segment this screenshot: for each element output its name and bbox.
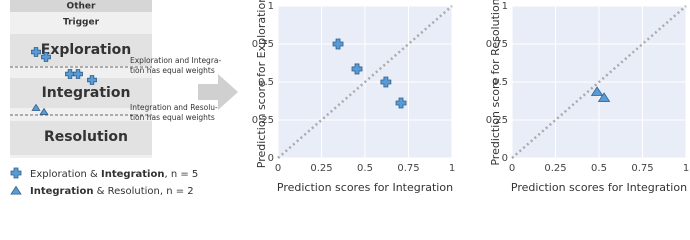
y-tick-label: 0.75 <box>252 39 274 50</box>
y-tick-label: 0.25 <box>252 115 274 126</box>
x-tick-label: 0.5 <box>357 163 373 174</box>
band-label: Exploration <box>41 42 131 58</box>
band-label: Resolution <box>44 129 128 145</box>
diagonal <box>511 5 687 159</box>
x-tick-label: 1 <box>449 163 455 174</box>
note: tion has equal weights <box>130 66 215 75</box>
x-axis-label: Prediction scores for Integration <box>511 181 687 194</box>
y-tick-label: 0 <box>502 153 508 164</box>
x-tick-label: 0.75 <box>397 163 419 174</box>
point <box>351 63 363 75</box>
y-tick-label: 0.5 <box>492 77 508 88</box>
y-tick-label: 1 <box>268 1 274 12</box>
band <box>10 0 152 12</box>
band-label: Integration <box>42 85 131 101</box>
icon <box>87 75 97 85</box>
point <box>590 86 604 96</box>
legend-text: & Resolution, n = 2 <box>93 186 193 197</box>
point <box>380 76 392 88</box>
x-tick-label: 0.5 <box>591 163 607 174</box>
x-tick-label: 0 <box>275 163 281 174</box>
y-tick-label: 0.75 <box>486 39 508 50</box>
y-tick-label: 0 <box>268 153 274 164</box>
diagonal <box>277 5 453 159</box>
x-axis-label: Prediction scores for Integration <box>277 181 453 194</box>
icon <box>65 69 75 79</box>
legend-text: Exploration <box>30 169 87 180</box>
legend-entry: Exploration & Integration, n = 5 <box>30 169 198 180</box>
arrow <box>198 74 238 110</box>
y-tick-label: 1 <box>502 1 508 12</box>
point <box>395 97 407 109</box>
band-label: Other <box>67 2 96 12</box>
legend-icon <box>10 167 22 179</box>
legend-entry: Integration & Resolution, n = 2 <box>30 186 194 197</box>
icon <box>73 69 83 79</box>
figure: Other Trigger Exploration Integration Re… <box>10 0 689 197</box>
legend-text: & <box>87 169 101 180</box>
icon <box>31 47 41 57</box>
y-axis-label: Prediction score for Exploration <box>255 0 268 168</box>
icons <box>10 47 97 195</box>
legend-text: Integration <box>30 186 93 197</box>
x-tick-label: 0 <box>509 163 515 174</box>
note: tion has equal weights <box>130 113 215 122</box>
x-tick-label: 0.25 <box>544 163 566 174</box>
x-tick-label: 1 <box>683 163 689 174</box>
note: Exploration and Integra- <box>130 56 221 65</box>
point <box>332 38 344 50</box>
x-tick-label: 0.75 <box>631 163 653 174</box>
icon <box>31 103 41 111</box>
legend-text: Integration <box>101 169 164 180</box>
x-tick-label: 0.25 <box>310 163 332 174</box>
y-axis-label: Prediction score for Resolution <box>489 0 502 166</box>
legend-icon <box>10 185 22 195</box>
point <box>597 92 611 102</box>
icon <box>39 107 49 115</box>
band-label: Trigger <box>63 18 100 28</box>
band <box>10 78 152 108</box>
diagram: Other Trigger Exploration Integration Re… <box>10 0 238 197</box>
note: Integration and Resolu- <box>130 103 218 112</box>
legend-text: , n = 5 <box>164 169 198 180</box>
y-tick-label: 0.25 <box>486 115 508 126</box>
band <box>10 121 152 155</box>
icon <box>41 52 51 62</box>
y-tick-label: 0.5 <box>258 77 274 88</box>
